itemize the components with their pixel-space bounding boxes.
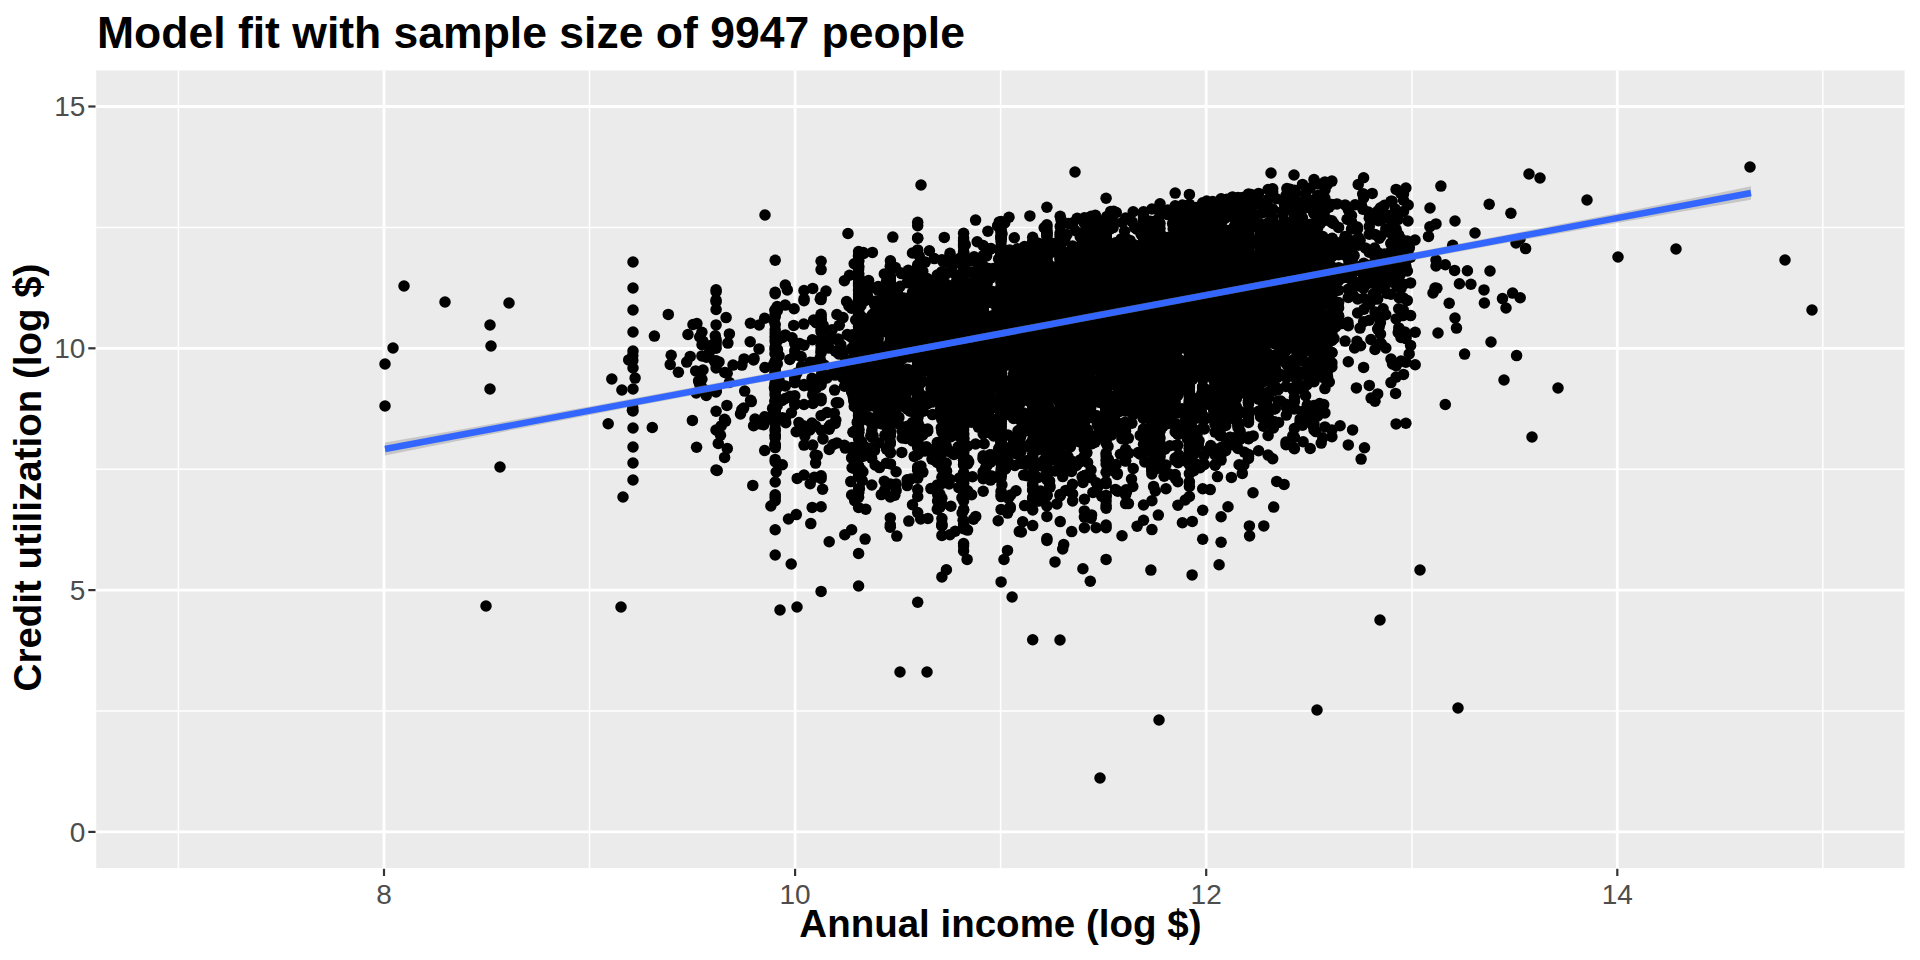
svg-text:Model fit with sample size of: Model fit with sample size of 9947 peopl… <box>97 8 965 57</box>
svg-text:Credit utilization (log $): Credit utilization (log $) <box>6 264 49 692</box>
svg-text:14: 14 <box>1602 879 1633 910</box>
svg-text:Annual income (log $): Annual income (log $) <box>799 902 1201 945</box>
svg-text:10: 10 <box>54 333 85 364</box>
svg-text:15: 15 <box>54 91 85 122</box>
svg-text:0: 0 <box>70 817 86 848</box>
svg-text:8: 8 <box>376 879 392 910</box>
svg-text:5: 5 <box>70 575 86 606</box>
